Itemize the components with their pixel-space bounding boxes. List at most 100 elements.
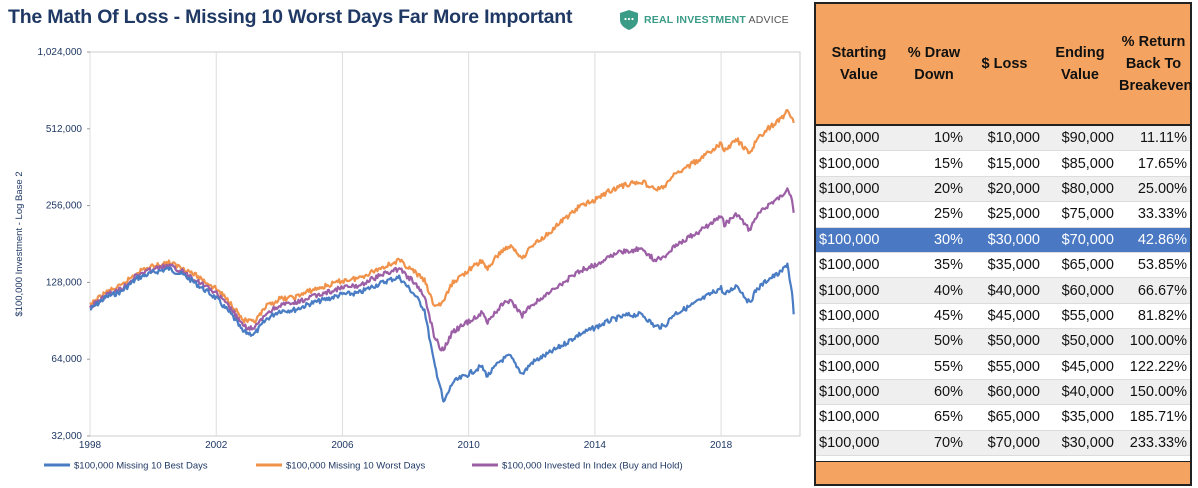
table-cell: 45% bbox=[902, 303, 966, 330]
table-cell: $85,000 bbox=[1043, 150, 1117, 177]
table-row: $100,000 35% $35,000 $65,000 53.85% bbox=[816, 252, 1190, 279]
table-cell: $100,000 bbox=[816, 125, 902, 152]
x-tick-label: 2006 bbox=[331, 440, 354, 451]
legend-label: $100,000 Missing 10 Best Days bbox=[74, 461, 208, 472]
table-cell: 10% bbox=[902, 125, 966, 152]
table-cell: 233.33% bbox=[1117, 430, 1190, 457]
math-of-loss-table: Starting Value % Draw Down $ Loss Ending… bbox=[816, 4, 1192, 482]
table-cell: $100,000 bbox=[816, 303, 902, 330]
y-tick-label: 128,000 bbox=[46, 277, 83, 288]
table-cell: $45,000 bbox=[1043, 354, 1117, 380]
table-cell: $55,000 bbox=[1043, 303, 1117, 330]
table-cell: $75,000 bbox=[1043, 201, 1117, 228]
table-cell: 17.65% bbox=[1117, 150, 1190, 177]
table-cell: $40,000 bbox=[966, 277, 1043, 304]
table-row: $100,000 15% $15,000 $85,000 17.65% bbox=[816, 150, 1190, 177]
table-cell: $100,000 bbox=[816, 430, 902, 457]
table-cell: 55% bbox=[902, 354, 966, 380]
table-cell: $45,000 bbox=[966, 303, 1043, 330]
series-line bbox=[89, 187, 795, 352]
table-cell: $100,000 bbox=[816, 277, 902, 304]
table-cell: $60,000 bbox=[966, 379, 1043, 406]
table-row: $100,000 55% $55,000 $45,000 122.22% bbox=[816, 354, 1190, 380]
chart-panel: 1998 2002 2006 2010 2014 2018 32,000 64,000 128,… bbox=[8, 6, 801, 472]
table-header-row: Starting Value % Draw Down $ Loss Ending… bbox=[816, 4, 1192, 126]
table-cell: $35,000 bbox=[966, 252, 1043, 279]
table-row: $100,000 65% $65,000 $35,000 185.71% bbox=[816, 404, 1190, 431]
brand-name-rest: ADVICE bbox=[748, 14, 789, 26]
brand-logo: REAL INVESTMENT ADVICE bbox=[620, 10, 789, 30]
table-cell: $25,000 bbox=[966, 201, 1043, 228]
table-cell: 122.22% bbox=[1117, 354, 1190, 380]
table-cell: 30% bbox=[902, 227, 966, 253]
y-tick-label: 32,000 bbox=[51, 431, 82, 442]
table-row: $100,000 25% $25,000 $75,000 33.33% bbox=[816, 201, 1190, 228]
table-row: $100,000 10% $10,000 $90,000 11.11% bbox=[816, 125, 1190, 152]
table-cell: 53.85% bbox=[1117, 252, 1190, 279]
brand-name: REAL INVESTMENT ADVICE bbox=[644, 14, 789, 26]
y-tick-label: 512,000 bbox=[46, 124, 83, 135]
table-cell: 150.00% bbox=[1117, 379, 1190, 406]
table-cell: $100,000 bbox=[816, 252, 902, 279]
table-cell: 65% bbox=[902, 404, 966, 431]
table-cell: $100,000 bbox=[816, 379, 902, 406]
x-tick-label: 2010 bbox=[458, 440, 481, 451]
table-cell: 70% bbox=[902, 430, 966, 457]
header-draw-down: % Draw Down bbox=[902, 4, 966, 126]
table-cell: 20% bbox=[902, 176, 966, 203]
table-cell: $35,000 bbox=[1043, 404, 1117, 431]
y-axis-label: $100,000 Investment - Log Base 2 bbox=[14, 171, 25, 316]
table-cell: 35% bbox=[902, 252, 966, 279]
table-row: $100,000 45% $45,000 $55,000 81.82% bbox=[816, 303, 1190, 330]
table-cell: $100,000 bbox=[816, 176, 902, 203]
x-tick-label: 2002 bbox=[205, 440, 228, 451]
series-line bbox=[89, 109, 795, 324]
table-cell: $65,000 bbox=[1043, 252, 1117, 279]
table-cell: $70,000 bbox=[1043, 227, 1117, 253]
table-cell: 15% bbox=[902, 150, 966, 177]
table-cell: 25% bbox=[902, 201, 966, 228]
table-cell: $100,000 bbox=[816, 328, 902, 355]
x-tick-label: 2014 bbox=[584, 440, 607, 451]
y-tick-label: 1,024,000 bbox=[38, 47, 83, 58]
header-loss: $ Loss bbox=[966, 4, 1043, 126]
table-cell: $10,000 bbox=[966, 125, 1043, 152]
table-cell: 33.33% bbox=[1117, 201, 1190, 228]
table-cell: 100.00% bbox=[1117, 328, 1190, 355]
table-cell: 66.67% bbox=[1117, 277, 1190, 304]
table-cell: $20,000 bbox=[966, 176, 1043, 203]
table-cell: 50% bbox=[902, 328, 966, 355]
plot-frame bbox=[89, 51, 801, 437]
table-cell: $15,000 bbox=[966, 150, 1043, 177]
table-cell: $60,000 bbox=[1043, 277, 1117, 304]
table-cell: $50,000 bbox=[1043, 328, 1117, 355]
table-cell: 185.71% bbox=[1117, 404, 1190, 431]
table-cell: 81.82% bbox=[1117, 303, 1190, 330]
series-line bbox=[89, 262, 795, 403]
table-cell: 40% bbox=[902, 277, 966, 304]
x-tick-label: 2018 bbox=[710, 440, 733, 451]
table-row: $100,000 20% $20,000 $80,000 25.00% bbox=[816, 176, 1190, 203]
table-row: $100,000 50% $50,000 $50,000 100.00% bbox=[816, 328, 1190, 355]
table-cell: $80,000 bbox=[1043, 176, 1117, 203]
x-tick-label: 1998 bbox=[79, 440, 102, 451]
y-tick-label: 64,000 bbox=[51, 354, 82, 365]
table-row: $100,000 40% $40,000 $60,000 66.67% bbox=[816, 277, 1190, 304]
table-row: $100,000 30% $30,000 $70,000 42.86% bbox=[816, 227, 1190, 253]
table-cell: $100,000 bbox=[816, 150, 902, 177]
y-tick-label: 256,000 bbox=[46, 201, 83, 212]
table-body: $100,000 10% $10,000 $90,000 11.11% $100,000 1… bbox=[816, 125, 1190, 482]
table-cell: $100,000 bbox=[816, 404, 902, 431]
table-cell: $70,000 bbox=[966, 430, 1043, 457]
table-cell: 60% bbox=[902, 379, 966, 406]
table-cell: $90,000 bbox=[1043, 125, 1117, 152]
table-row: $100,000 70% $70,000 $30,000 233.33% bbox=[816, 430, 1190, 457]
header-return-to-breakeven: % Return Back To Breakeven bbox=[1117, 4, 1192, 126]
table-cell: $30,000 bbox=[966, 227, 1043, 253]
table-cell: $55,000 bbox=[966, 354, 1043, 380]
table-cell: $30,000 bbox=[1043, 430, 1117, 457]
legend-label: $100,000 Invested In Index (Buy and Hold… bbox=[502, 461, 683, 472]
table-cell: $100,000 bbox=[816, 201, 902, 228]
brand-name-strong: REAL INVESTMENT bbox=[644, 14, 746, 26]
shield-logo-icon bbox=[620, 10, 638, 30]
